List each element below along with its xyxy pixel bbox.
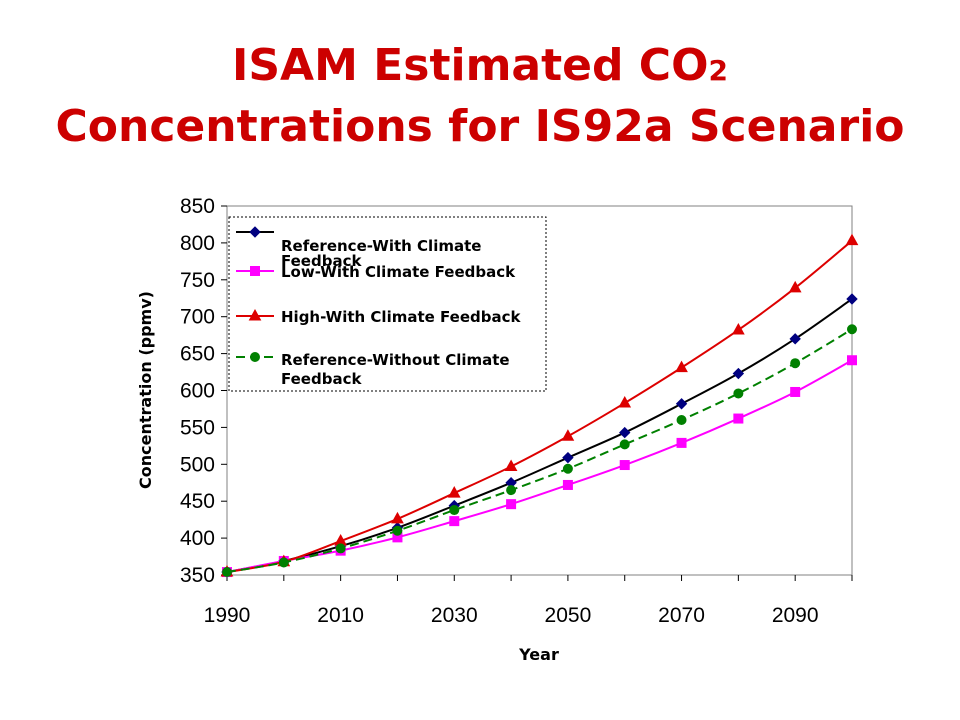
y-tick-label: 450 <box>180 490 215 513</box>
data-point <box>845 233 859 246</box>
legend-marker <box>248 308 262 321</box>
data-point <box>847 355 857 366</box>
data-point <box>847 324 857 335</box>
data-point <box>447 486 461 498</box>
data-point <box>790 386 801 397</box>
data-point <box>732 367 745 380</box>
data-point <box>391 511 404 524</box>
y-tick-label: 850 <box>180 195 215 218</box>
legend-marker <box>250 352 260 362</box>
title-subscript: 2 <box>708 54 728 87</box>
data-point <box>846 293 858 305</box>
data-point <box>449 516 460 527</box>
data-point <box>733 413 744 424</box>
y-tick-label: 400 <box>180 527 215 550</box>
legend-label: Reference-Without Climate <box>281 351 510 369</box>
y-tick-label: 650 <box>180 343 215 366</box>
data-point <box>733 388 744 399</box>
data-point <box>392 525 403 536</box>
data-point <box>789 333 801 345</box>
x-tick-label: 2070 <box>658 604 705 627</box>
y-tick-label: 350 <box>180 564 215 587</box>
y-axis: 350 400 450 500 550 600 650 700 750 800 850 <box>180 195 227 587</box>
data-point <box>562 479 573 490</box>
y-tick-label: 750 <box>180 269 215 292</box>
x-tick-label: 2090 <box>772 604 819 627</box>
data-point <box>222 567 232 578</box>
data-point <box>278 557 289 568</box>
data-point <box>676 437 687 448</box>
x-axis: 1990 2010 2030 2050 2070 2090 <box>204 575 853 627</box>
data-point <box>619 460 630 471</box>
legend-marker <box>250 266 260 276</box>
data-point <box>676 415 687 426</box>
data-point <box>562 451 574 464</box>
legend-label: Feedback <box>281 370 362 388</box>
y-tick-label: 550 <box>180 416 215 439</box>
legend-entry-2: Low-With Climate Feedback <box>236 263 516 281</box>
x-tick-label: 2030 <box>431 604 478 627</box>
data-point <box>561 429 575 441</box>
legend-marker <box>249 226 261 238</box>
data-point <box>790 358 801 369</box>
y-tick-label: 600 <box>180 380 215 403</box>
title-line-1: ISAM Estimated CO2 <box>0 38 960 99</box>
y-tick-label: 700 <box>180 306 215 329</box>
data-point <box>675 398 688 410</box>
legend-label: Reference-With Climate <box>281 237 481 255</box>
series-3 <box>220 233 859 577</box>
data-point <box>675 360 688 373</box>
data-point <box>449 505 460 516</box>
data-point <box>618 396 632 408</box>
data-point <box>562 463 573 474</box>
y-axis-label: Concentration (ppmv) <box>136 291 155 489</box>
legend-label: High-With Climate Feedback <box>281 308 522 326</box>
data-point <box>619 426 631 439</box>
data-point <box>788 280 802 293</box>
y-tick-label: 800 <box>180 232 215 255</box>
data-point <box>504 459 518 472</box>
y-tick-label: 500 <box>180 453 215 476</box>
data-point <box>335 543 346 554</box>
data-point <box>732 322 745 335</box>
data-point <box>619 439 630 450</box>
legend-label: Low-With Climate Feedback <box>281 263 516 281</box>
legend-box <box>228 216 547 392</box>
legend-entry-3: High-With Climate Feedback <box>236 308 522 326</box>
legend-label: Feedback <box>281 252 362 270</box>
data-point <box>506 499 517 510</box>
data-point <box>506 485 517 496</box>
x-tick-label: 1990 <box>204 604 251 627</box>
x-axis-label: Year <box>518 645 559 664</box>
series-layer <box>220 233 859 578</box>
title-line-2: Concentrations for IS92a Scenario <box>55 101 905 152</box>
slide-title: ISAM Estimated CO2 Concentrations for IS… <box>0 38 960 155</box>
series-4 <box>222 324 857 578</box>
x-tick-label: 2010 <box>317 604 364 627</box>
x-tick-label: 2050 <box>545 604 592 627</box>
title-prefix: ISAM Estimated CO <box>232 40 709 91</box>
